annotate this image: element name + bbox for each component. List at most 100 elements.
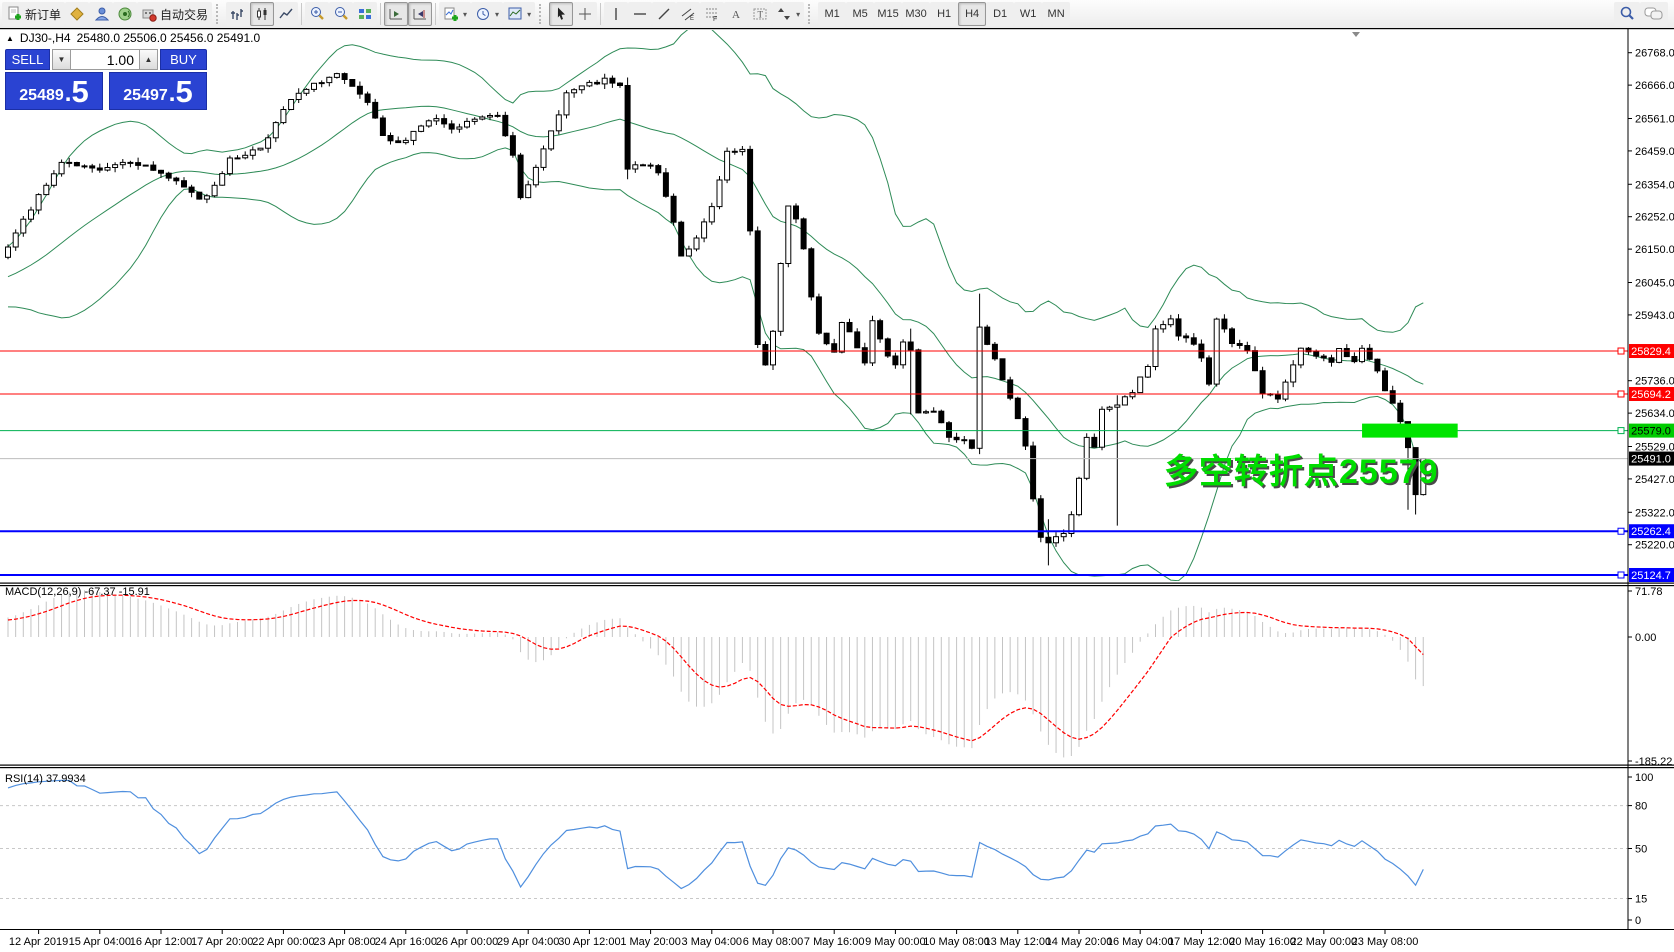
svg-text:23 May 08:00: 23 May 08:00 [1352,936,1419,948]
timeframe-button-M15[interactable]: M15 [874,2,903,26]
bar-chart-icon [230,6,246,22]
algo-trading-button[interactable]: 自动交易 [137,2,213,26]
text-label-icon: T [752,6,768,22]
new-order-button[interactable]: 新订单 [2,2,66,26]
bar-chart-button[interactable] [226,2,251,26]
chart-shift-icon [412,6,428,22]
indicators-button[interactable]: ▾ [439,2,472,26]
periods-button[interactable]: ▾ [471,2,504,26]
chart-shift-button[interactable] [408,2,433,26]
sell-price-box[interactable]: 25489 . 5 [5,72,103,110]
svg-text:1 May 20:00: 1 May 20:00 [620,936,681,948]
auto-scroll-icon [388,6,404,22]
svg-text:6 May 08:00: 6 May 08:00 [743,936,804,948]
cursor-icon [553,6,569,22]
svg-text:25220.0: 25220.0 [1635,540,1674,552]
svg-text:25829.4: 25829.4 [1631,346,1671,358]
svg-text:17 Apr 20:00: 17 Apr 20:00 [191,936,253,948]
timeframe-button-H1[interactable]: H1 [930,2,959,26]
text-button[interactable]: A [724,2,749,26]
zoom-out-button[interactable] [329,2,354,26]
timeframe-button-W1[interactable]: W1 [1014,2,1043,26]
cursor-button[interactable] [549,2,574,26]
svg-text:100: 100 [1635,772,1653,784]
svg-text:15: 15 [1635,894,1647,906]
svg-text:15 Apr 04:00: 15 Apr 04:00 [69,936,131,948]
arrows-icon [776,6,792,22]
profiles-icon [69,6,85,22]
buy-price-main: 25497 [123,86,168,104]
profiles-button[interactable] [65,2,90,26]
signals-button[interactable] [113,2,138,26]
zoom-in-button[interactable] [305,2,330,26]
svg-text:16 May 04:00: 16 May 04:00 [1107,936,1174,948]
signal-icon [117,6,133,22]
timeframe-button-D1[interactable]: D1 [986,2,1015,26]
svg-text:25529.0: 25529.0 [1635,441,1674,453]
text-icon: A [728,6,744,22]
search-button[interactable] [1614,2,1640,26]
trendline-icon [656,6,672,22]
volume-decrease-button[interactable]: ▼ [52,49,71,70]
vertical-line-button[interactable] [604,2,629,26]
horizontal-line-button[interactable] [628,2,653,26]
timeframe-button-M30[interactable]: M30 [902,2,931,26]
buy-price-box[interactable]: 25497 . 5 [109,72,207,110]
horizontal-line-icon [632,6,648,22]
timeframe-button-MN[interactable]: MN [1042,2,1071,26]
candle-chart-button[interactable] [250,2,275,26]
zoom-out-icon [333,6,349,22]
template-icon [507,6,523,22]
macd-indicator-label: MACD(12,26,9) -67.37 -15.91 [5,586,150,598]
dropdown-caret-icon: ▾ [495,9,500,19]
fibonacci-button[interactable]: F [700,2,725,26]
chart-area[interactable]: 26768.0 26666.0 26561.0 26459.0 26354.0 26252… [0,28,1674,952]
svg-text:26150.0: 26150.0 [1635,244,1674,256]
svg-text:25491.0: 25491.0 [1631,454,1671,466]
svg-text:26354.0: 26354.0 [1635,179,1674,191]
buy-button[interactable]: BUY [160,49,207,70]
indicators-icon [443,6,459,22]
crosshair-button[interactable] [573,2,598,26]
trendline-button[interactable] [652,2,677,26]
volume-input[interactable]: 1.00 [71,49,139,70]
svg-text:23 Apr 08:00: 23 Apr 08:00 [313,936,375,948]
search-icon [1618,5,1636,23]
tile-windows-icon [357,6,373,22]
line-chart-icon [278,6,294,22]
sell-button[interactable]: SELL [5,49,50,70]
volume-control: ▼ 1.00 ▲ [52,49,158,70]
chat-button[interactable] [1640,2,1668,26]
svg-text:9 May 00:00: 9 May 00:00 [865,936,926,948]
tile-windows-button[interactable] [353,2,378,26]
text-label-button[interactable]: T [748,2,773,26]
timeframe-button-M5[interactable]: M5 [846,2,875,26]
rsi-indicator-label: RSI(14) 37.9934 [5,773,86,785]
svg-text:25634.0: 25634.0 [1635,408,1674,420]
templates-button[interactable]: ▾ [503,2,536,26]
buy-price-dot: . [168,80,176,107]
chart-title: ▲ DJ30-,H4 25480.0 25506.0 25456.0 25491… [6,31,260,45]
timeframe-button-M1[interactable]: M1 [818,2,847,26]
price-chart-svg[interactable]: 26768.0 26666.0 26561.0 26459.0 26354.0 26252… [0,28,1674,952]
volume-increase-button[interactable]: ▲ [139,49,158,70]
line-chart-button[interactable] [274,2,299,26]
community-button[interactable] [89,2,114,26]
vertical-line-icon [608,6,624,22]
svg-text:E: E [690,16,694,22]
svg-text:10 May 08:00: 10 May 08:00 [923,936,990,948]
svg-text:25694.2: 25694.2 [1631,389,1671,401]
fibonacci-icon: F [704,6,720,22]
buy-price-frac: 5 [175,73,193,109]
svg-text:25736.0: 25736.0 [1635,376,1674,388]
algo-trading-icon [141,6,157,22]
timeframe-button-H4[interactable]: H4 [958,2,987,26]
svg-text:71.78: 71.78 [1635,586,1663,598]
arrows-button[interactable]: ▾ [772,2,805,26]
crosshair-icon [577,6,593,22]
auto-scroll-button[interactable] [384,2,409,26]
equidistant-channel-button[interactable]: E [676,2,701,26]
svg-text:25262.4: 25262.4 [1631,526,1671,538]
symbol-period-label: DJ30-,H4 [19,31,71,45]
svg-text:0.00: 0.00 [1635,632,1656,644]
